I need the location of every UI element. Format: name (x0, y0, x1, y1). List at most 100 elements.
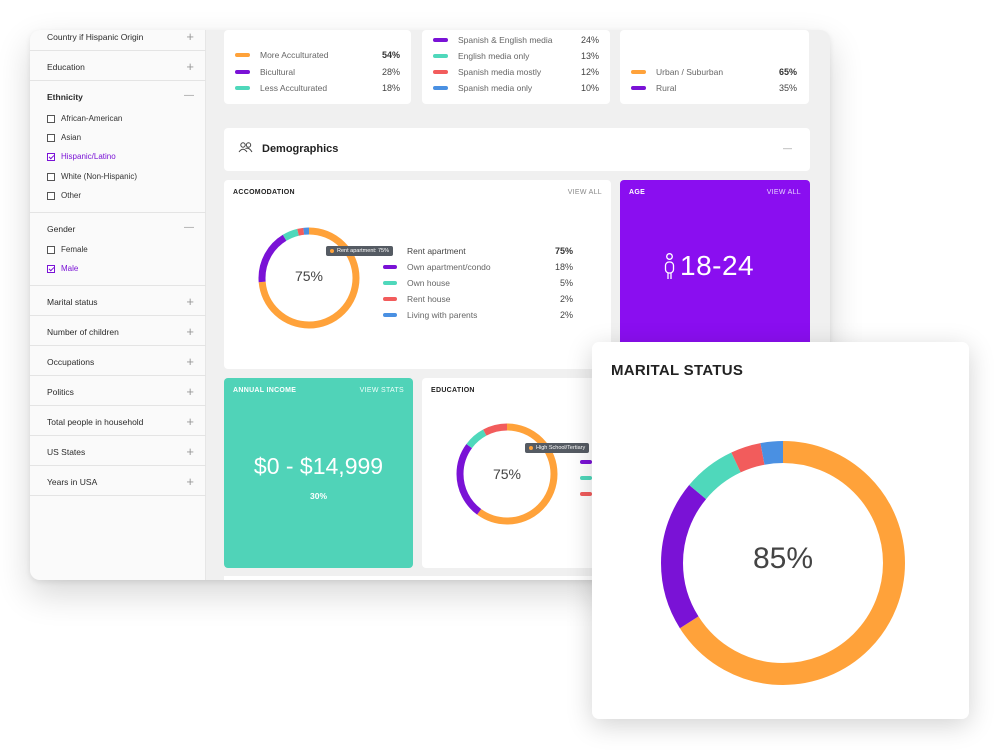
media-card: Spanish & English media 24% English medi… (422, 30, 610, 104)
card-title: ACCOMODATION (233, 189, 295, 196)
legend-swatch (433, 70, 448, 74)
legend-value: 75% (554, 246, 573, 256)
legend-value: 2% (559, 310, 573, 320)
donut-slice[interactable] (661, 441, 905, 685)
filter-section-title: Total people in household (47, 417, 144, 427)
filter-section-states[interactable]: US States + (30, 436, 206, 466)
checkbox-female[interactable]: Female (47, 245, 88, 254)
checkbox-hispanic-latino[interactable]: Hispanic/Latino (47, 152, 116, 161)
collapse-icon[interactable]: — (184, 222, 194, 233)
donut-center-value: 75% (492, 466, 522, 482)
legend-item: Own house (383, 278, 450, 288)
legend-swatch (235, 53, 250, 57)
option-label: Female (61, 245, 88, 254)
checkbox-icon[interactable] (47, 133, 55, 142)
legend-label: Spanish media mostly (458, 67, 542, 77)
income-range-value: $0 - $14,999 (253, 453, 384, 479)
view-stats-link[interactable]: VIEW STATS (359, 387, 404, 394)
legend-swatch (631, 86, 646, 90)
checkbox-asian[interactable]: Asian (47, 133, 81, 142)
app-window: Country if Hispanic Origin + Education +… (30, 30, 830, 580)
filter-section-ethnicity: Ethnicity — African-American Asian Hispa… (30, 81, 206, 213)
filter-section-politics[interactable]: Politics + (30, 376, 206, 406)
checkbox-white[interactable]: White (Non-Hispanic) (47, 172, 137, 181)
collapse-icon[interactable]: — (184, 90, 194, 101)
collapse-icon[interactable]: — (783, 143, 792, 153)
legend-swatch (433, 38, 448, 42)
tooltip-swatch (330, 249, 334, 253)
legend-value: 10% (580, 83, 599, 93)
expand-icon[interactable]: + (186, 354, 194, 369)
legend-item: Spanish media mostly (433, 67, 541, 77)
legend-item: Living with parents (383, 310, 477, 320)
expand-icon[interactable]: + (186, 324, 194, 339)
donut-slice[interactable] (661, 441, 905, 685)
filter-section-children[interactable]: Number of children + (30, 316, 206, 346)
legend-swatch (383, 281, 397, 285)
legend-item: Spanish & English media (433, 35, 553, 45)
donut-slice[interactable] (258, 227, 360, 329)
checkbox-other[interactable]: Other (47, 191, 81, 200)
legend-item: Rent house (383, 294, 450, 304)
legend-swatch (580, 460, 592, 464)
filter-section-country[interactable]: Country if Hispanic Origin + (30, 30, 206, 51)
legend-value: 54% (381, 50, 400, 60)
expand-icon[interactable]: + (186, 474, 194, 489)
legend-item: Own apartment/condo (383, 262, 491, 272)
option-label: Hispanic/Latino (61, 152, 116, 161)
checkbox-checked-icon[interactable] (47, 264, 55, 273)
filter-section-occupations[interactable]: Occupations + (30, 346, 206, 376)
expand-icon[interactable]: + (186, 444, 194, 459)
age-card: AGE VIEW ALL 18-24 (620, 180, 810, 369)
view-all-link[interactable]: VIEW ALL (766, 189, 801, 196)
donut-slice[interactable] (258, 227, 360, 329)
expand-icon[interactable]: + (186, 30, 194, 44)
legend-value: 12% (580, 67, 599, 77)
option-label: White (Non-Hispanic) (61, 172, 138, 181)
checkbox-male[interactable]: Male (47, 264, 78, 273)
legend-value: 13% (580, 51, 599, 61)
filter-section-title: Marital status (47, 297, 98, 307)
card-title: EDUCATION (431, 387, 475, 394)
filter-section-household[interactable]: Total people in household + (30, 406, 206, 436)
checkbox-icon[interactable] (47, 245, 55, 254)
option-label: African-American (61, 114, 123, 123)
expand-icon[interactable]: + (186, 294, 194, 309)
expand-icon[interactable]: + (186, 59, 194, 74)
expand-icon[interactable]: + (186, 384, 194, 399)
filter-section-title: Country if Hispanic Origin (47, 32, 144, 42)
legend-label: Spanish & English media (458, 35, 553, 45)
checkbox-checked-icon[interactable] (47, 152, 55, 161)
legend-swatch (383, 297, 397, 301)
legend-swatch (383, 265, 397, 269)
donut-center-value: 75% (294, 268, 324, 284)
expand-icon[interactable]: + (186, 414, 194, 429)
checkbox-icon[interactable] (47, 191, 55, 200)
chart-tooltip: High School/Tertiary (525, 443, 590, 453)
legend-swatch (631, 70, 646, 74)
filter-section-marital[interactable]: Marital status + (30, 286, 206, 316)
checkbox-icon[interactable] (47, 172, 55, 181)
chart-tooltip: Rent apartment: 75% (326, 246, 393, 256)
filter-section-title: Number of children (47, 327, 119, 337)
donut-slice[interactable] (456, 423, 558, 525)
legend-swatch (235, 86, 250, 90)
education-donut-chart (456, 423, 558, 525)
option-label: Male (61, 264, 79, 273)
legend-swatch (235, 70, 250, 74)
filter-section-title: US States (47, 447, 86, 457)
age-range-value: 18-24 (680, 250, 755, 281)
filter-section-years[interactable]: Years in USA + (30, 466, 206, 496)
donut-slice[interactable] (456, 423, 558, 525)
legend-value: 18% (381, 83, 400, 93)
legend-item: Rural (631, 83, 676, 93)
view-all-link[interactable]: VIEW ALL (567, 189, 602, 196)
legend-label: Spanish media only (458, 83, 533, 93)
demographics-header[interactable]: Demographics — (224, 128, 810, 171)
option-label: Other (61, 191, 82, 200)
checkbox-african-american[interactable]: African-American (47, 114, 122, 123)
checkbox-icon[interactable] (47, 114, 55, 123)
filter-section-education[interactable]: Education + (30, 51, 206, 81)
location-card: Urban / Suburban 65% Rural 35% (620, 30, 809, 104)
legend-value: 65% (778, 67, 797, 77)
